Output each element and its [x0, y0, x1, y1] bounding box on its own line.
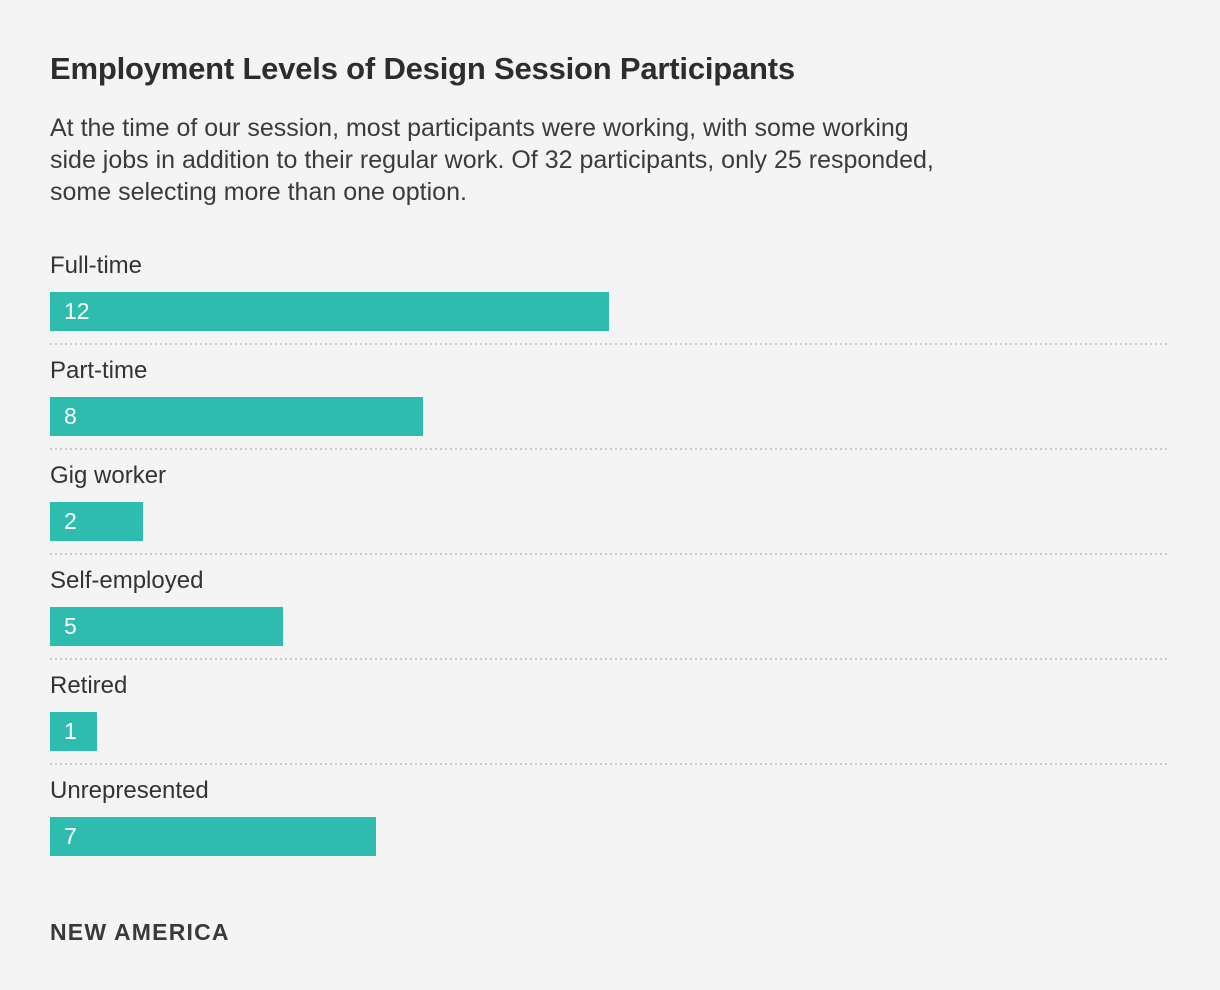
- bar-category-label: Gig worker: [50, 462, 167, 490]
- chart-row: Unrepresented 7: [50, 765, 1168, 857]
- bar-track: 8: [50, 397, 1168, 437]
- row-separator: [50, 553, 1168, 556]
- bar-category-label: Full-time: [50, 252, 143, 280]
- chart-row: Gig worker 2: [50, 450, 1168, 556]
- row-separator: [50, 343, 1168, 346]
- chart-row: Self-employed 5: [50, 555, 1168, 661]
- row-separator: [50, 763, 1168, 766]
- chart-row: Retired 1: [50, 660, 1168, 766]
- chart-row: Full-time 12: [50, 252, 1168, 346]
- bar-value-label: 1: [64, 718, 77, 745]
- bar-category-label: Retired: [50, 672, 128, 700]
- row-separator: [50, 658, 1168, 661]
- bar-category-label: Self-employed: [50, 567, 204, 595]
- brand-logo-text: NEW AMERICA: [50, 919, 230, 946]
- bar: 5: [50, 607, 283, 647]
- chart-title: Employment Levels of Design Session Part…: [50, 51, 795, 86]
- bar: 2: [50, 502, 144, 542]
- bar-value-label: 12: [64, 298, 90, 325]
- chart-row: Part-time 8: [50, 345, 1168, 451]
- bar-chart: Full-time 12 Part-time 8 Gig worker 2 Se…: [50, 252, 1168, 857]
- bar-category-label: Part-time: [50, 357, 148, 385]
- bar: 1: [50, 712, 97, 752]
- row-separator: [50, 448, 1168, 451]
- bar-track: 2: [50, 502, 1168, 542]
- bar-track: 12: [50, 292, 1168, 332]
- chart-subtitle: At the time of our session, most partici…: [50, 114, 934, 207]
- bar: 8: [50, 397, 423, 437]
- bar-track: 5: [50, 607, 1168, 647]
- bar-value-label: 2: [64, 508, 77, 535]
- bar-value-label: 7: [64, 823, 77, 850]
- bar-track: 1: [50, 712, 1168, 752]
- bar-track: 7: [50, 817, 1168, 857]
- bar: 7: [50, 817, 377, 857]
- bar-value-label: 8: [64, 403, 77, 430]
- bar-value-label: 5: [64, 613, 77, 640]
- bar: 12: [50, 292, 609, 332]
- bar-category-label: Unrepresented: [50, 777, 209, 805]
